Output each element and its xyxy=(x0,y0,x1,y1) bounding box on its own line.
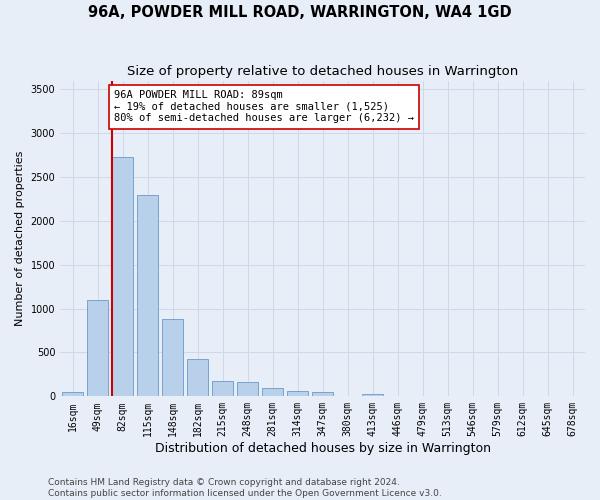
Y-axis label: Number of detached properties: Number of detached properties xyxy=(15,151,25,326)
Text: Contains HM Land Registry data © Crown copyright and database right 2024.
Contai: Contains HM Land Registry data © Crown c… xyxy=(48,478,442,498)
Bar xyxy=(312,392,333,396)
Bar xyxy=(212,382,233,396)
Bar xyxy=(137,196,158,396)
X-axis label: Distribution of detached houses by size in Warrington: Distribution of detached houses by size … xyxy=(155,442,491,455)
Bar xyxy=(87,300,108,396)
Bar xyxy=(162,319,183,396)
Bar xyxy=(287,390,308,396)
Bar xyxy=(362,394,383,396)
Text: 96A, POWDER MILL ROAD, WARRINGTON, WA4 1GD: 96A, POWDER MILL ROAD, WARRINGTON, WA4 1… xyxy=(88,5,512,20)
Bar xyxy=(187,360,208,397)
Bar xyxy=(262,388,283,396)
Bar xyxy=(62,392,83,396)
Bar xyxy=(237,382,258,396)
Title: Size of property relative to detached houses in Warrington: Size of property relative to detached ho… xyxy=(127,65,518,78)
Bar xyxy=(112,157,133,396)
Text: 96A POWDER MILL ROAD: 89sqm
← 19% of detached houses are smaller (1,525)
80% of : 96A POWDER MILL ROAD: 89sqm ← 19% of det… xyxy=(114,90,414,124)
